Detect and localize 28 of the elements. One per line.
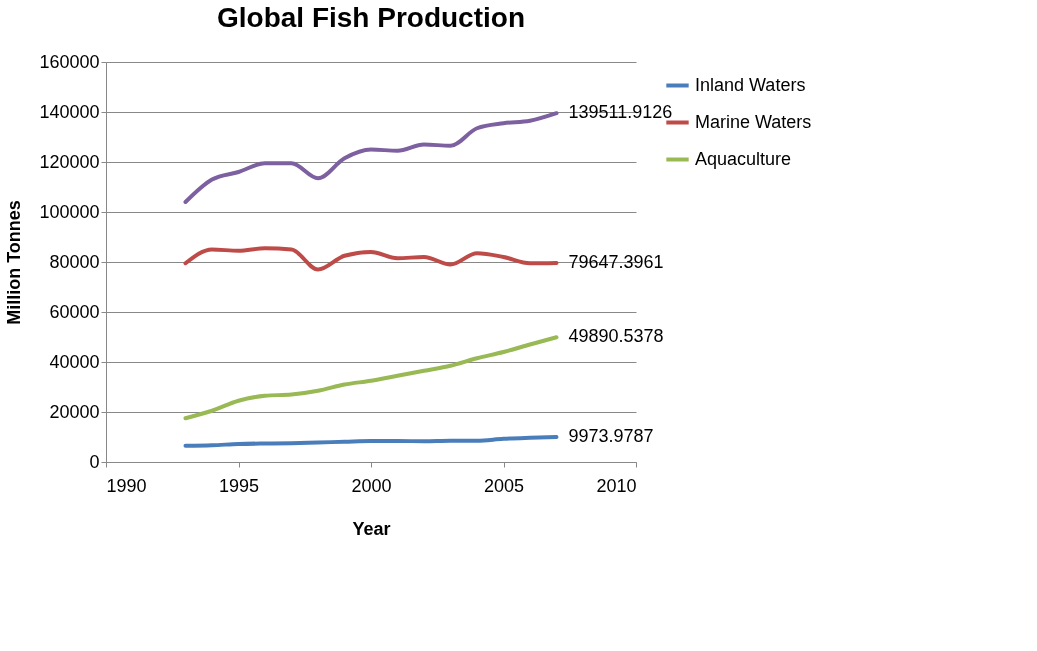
y-tick-label: 80000 bbox=[49, 251, 100, 272]
chart-title: Global Fish Production bbox=[217, 2, 525, 33]
x-tick-label: 2010 bbox=[596, 475, 637, 496]
y-axis-title: Million Tonnes bbox=[4, 200, 25, 325]
y-tick-label: 40000 bbox=[49, 351, 100, 372]
y-tick-label: 0 bbox=[89, 451, 100, 472]
legend-label: Aquaculture bbox=[695, 148, 792, 169]
data-label: 9973.9787 bbox=[568, 426, 654, 447]
line-series bbox=[183, 435, 559, 448]
data-label: 139511.9126 bbox=[568, 102, 673, 123]
x-tick-label: 1990 bbox=[106, 475, 147, 496]
y-tick-label: 100000 bbox=[39, 201, 100, 222]
x-tick-label: 1995 bbox=[218, 475, 260, 496]
y-tick-label: 140000 bbox=[39, 101, 100, 122]
data-label: 49890.5378 bbox=[568, 326, 664, 347]
line-series bbox=[183, 111, 559, 204]
x-tick-label: 2005 bbox=[483, 475, 525, 496]
line-series bbox=[183, 335, 559, 421]
x-axis-title: Year bbox=[352, 518, 391, 539]
data-label: 79647.3961 bbox=[568, 251, 664, 272]
legend-label: Inland Waters bbox=[695, 74, 806, 95]
y-tick-label: 20000 bbox=[49, 401, 100, 422]
y-tick-label: 60000 bbox=[49, 301, 100, 322]
x-tick-label: 2000 bbox=[351, 475, 392, 496]
y-tick-label: 120000 bbox=[39, 151, 100, 172]
y-tick-label: 160000 bbox=[39, 51, 100, 72]
legend-label: Marine Waters bbox=[695, 111, 812, 132]
line-series bbox=[183, 246, 559, 272]
